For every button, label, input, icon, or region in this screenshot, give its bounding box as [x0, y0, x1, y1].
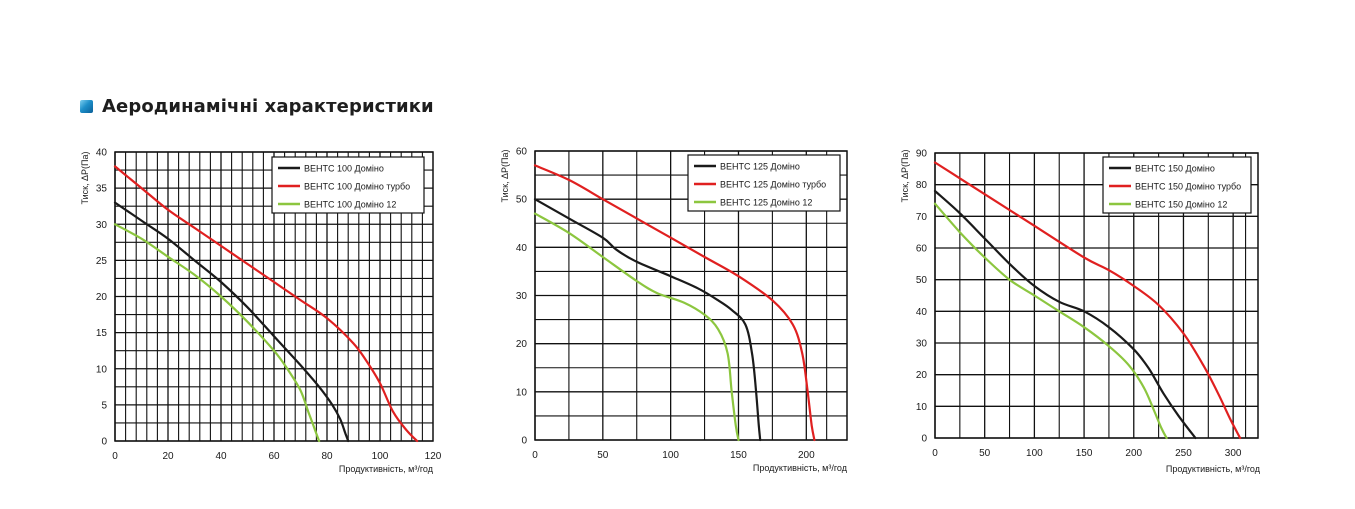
legend-label: ВЕНТС 100 Доміно турбо: [304, 182, 410, 192]
chart-1: 0 20 40 60 80 100 120 0 5 10 15 20 25 30 35 40 Продуктив…: [80, 148, 442, 475]
x-tick-label: 100: [1026, 448, 1043, 459]
legend: ВЕНТС 100 Доміно ВЕНТС 100 Доміно турбо ВЕ…: [271, 156, 425, 214]
x-tick-label: 200: [798, 450, 815, 461]
series-line-1: [533, 198, 762, 442]
chart-3: 0 50 100 150 200 250 300 0 10 20 30 40 50 60 70 80 90 Про…: [900, 149, 1261, 475]
y-tick-label: 0: [921, 434, 927, 445]
y-tick-label: 35: [96, 184, 108, 195]
x-tick-label: 0: [932, 448, 938, 459]
x-tick-label: 200: [1125, 448, 1142, 459]
legend: ВЕНТС 125 Доміно ВЕНТС 125 Доміно турбо ВЕ…: [687, 154, 841, 212]
x-tick-label: 50: [979, 448, 991, 459]
series-line-2: [933, 161, 1242, 440]
y-tick-label: 60: [516, 147, 528, 158]
y-tick-label: 50: [516, 195, 528, 206]
series-line-2: [113, 165, 419, 443]
x-tick-label: 100: [662, 450, 679, 461]
legend-label: ВЕНТС 100 Доміно: [304, 164, 384, 174]
x-tick-label: 0: [532, 450, 538, 461]
legend-label: ВЕНТС 150 Доміно: [1135, 164, 1215, 174]
series-line-1: [113, 201, 350, 443]
page-header: Аеродинамічні характеристики: [80, 96, 434, 117]
series-line-3: [113, 223, 321, 443]
x-tick-label: 120: [425, 451, 442, 462]
y-axis-label: Тиск, ΔР(Па): [500, 149, 510, 202]
y-tick-label: 40: [516, 243, 528, 254]
x-tick-label: 60: [268, 451, 280, 462]
y-tick-label: 40: [96, 148, 108, 159]
x-tick-label: 80: [321, 451, 333, 462]
y-tick-label: 60: [916, 244, 928, 255]
y-tick-label: 80: [916, 180, 928, 191]
x-tick-label: 150: [1076, 448, 1093, 459]
x-tick-label: 250: [1175, 448, 1192, 459]
y-tick-label: 5: [101, 400, 107, 411]
x-tick-label: 300: [1225, 448, 1242, 459]
legend-label: ВЕНТС 150 Доміно турбо: [1135, 182, 1241, 192]
y-tick-label: 30: [96, 220, 108, 231]
y-tick-label: 40: [916, 307, 928, 318]
legend-label: ВЕНТС 125 Доміно 12: [720, 198, 812, 208]
plot-frame: [934, 152, 1259, 439]
y-axis-label: Тиск, ΔР(Па): [900, 149, 910, 202]
y-tick-label: 0: [101, 437, 107, 448]
x-axis-label: Продуктивність, м³/год: [339, 464, 434, 474]
x-tick-label: 40: [215, 451, 227, 462]
x-tick-label: 100: [372, 451, 389, 462]
x-tick-label: 0: [112, 451, 118, 462]
legend-label: ВЕНТС 125 Доміно турбо: [720, 180, 826, 190]
y-tick-label: 10: [96, 364, 108, 375]
series-line-3: [533, 212, 740, 442]
y-tick-label: 10: [516, 387, 528, 398]
plot-frame: [534, 150, 848, 441]
series-line-3: [933, 202, 1168, 440]
y-tick-label: 20: [96, 292, 108, 303]
series-line-1: [933, 189, 1197, 440]
y-tick-label: 90: [916, 149, 928, 160]
legend-label: ВЕНТС 100 Доміно 12: [304, 200, 396, 210]
y-tick-label: 30: [916, 339, 928, 350]
page-title: Аеродинамічні характеристики: [102, 96, 434, 117]
y-tick-label: 70: [916, 212, 928, 223]
series-line-2: [533, 164, 816, 442]
y-tick-label: 20: [916, 370, 928, 381]
y-tick-label: 10: [916, 402, 928, 413]
y-tick-label: 20: [516, 339, 528, 350]
y-tick-label: 25: [96, 256, 108, 267]
plot-frame: [114, 151, 434, 442]
legend: ВЕНТС 150 Доміно ВЕНТС 150 Доміно турбо ВЕ…: [1102, 156, 1252, 214]
y-tick-label: 15: [96, 328, 108, 339]
y-tick-label: 0: [521, 436, 527, 447]
x-axis-label: Продуктивність, м³/год: [1166, 464, 1261, 474]
x-tick-label: 20: [162, 451, 174, 462]
chart-2: 0 50 100 150 200 0 10 20 30 40 50 60 Продуктивність,…: [500, 147, 848, 473]
x-tick-label: 150: [730, 450, 747, 461]
y-tick-label: 50: [916, 275, 928, 286]
legend-label: ВЕНТС 125 Доміно: [720, 162, 800, 172]
x-axis-label: Продуктивність, м³/год: [753, 463, 848, 473]
y-tick-label: 30: [516, 291, 528, 302]
x-tick-label: 50: [597, 450, 609, 461]
legend-label: ВЕНТС 150 Доміно 12: [1135, 200, 1227, 210]
y-axis-label: Тиск, ΔР(Па): [80, 151, 90, 204]
bullet-square-icon: [80, 100, 93, 113]
